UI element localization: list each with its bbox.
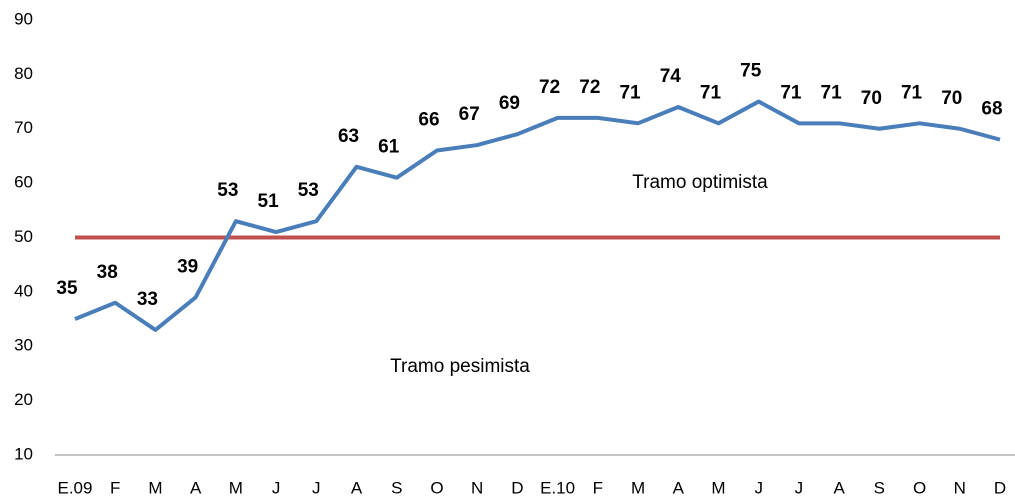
annotation: Tramo pesimista: [390, 356, 530, 377]
x-tick-label: D: [994, 478, 1006, 497]
x-tick-label: J: [312, 478, 321, 497]
data-label: 51: [258, 191, 280, 212]
y-tick-label: 80: [14, 64, 33, 83]
x-tick-label: O: [913, 478, 926, 497]
data-label: 71: [901, 82, 923, 103]
data-label: 39: [177, 256, 198, 277]
data-label: 74: [660, 66, 682, 87]
x-tick-label: J: [754, 478, 763, 497]
x-tick-label: N: [954, 478, 966, 497]
data-label: 70: [941, 88, 962, 109]
data-label: 68: [981, 99, 1002, 120]
data-label: 33: [137, 289, 158, 310]
x-tick-label: F: [110, 478, 120, 497]
x-tick-label: A: [833, 478, 845, 497]
x-tick-label: F: [593, 478, 603, 497]
data-label: 61: [378, 137, 400, 158]
data-label: 71: [619, 82, 641, 103]
data-label: 69: [499, 93, 520, 114]
data-label: 71: [821, 82, 843, 103]
x-tick-label: M: [148, 478, 162, 497]
data-label: 38: [97, 262, 118, 283]
data-label: 72: [539, 77, 560, 98]
y-tick-label: 30: [14, 336, 33, 355]
data-label: 53: [217, 180, 238, 201]
y-tick-label: 70: [14, 118, 33, 137]
data-label: 35: [56, 278, 78, 299]
y-tick-label: 90: [14, 9, 33, 28]
x-tick-label: S: [391, 478, 402, 497]
x-tick-label: N: [471, 478, 483, 497]
data-label: 72: [579, 77, 600, 98]
x-tick-label: J: [795, 478, 804, 497]
y-tick-label: 50: [14, 227, 33, 246]
data-label: 70: [861, 88, 882, 109]
x-tick-label: E.10: [540, 478, 575, 497]
data-label: 71: [780, 82, 802, 103]
x-tick-label: A: [190, 478, 202, 497]
x-tick-label: M: [631, 478, 645, 497]
data-label: 71: [700, 82, 722, 103]
data-label: 67: [459, 104, 480, 125]
data-label: 66: [418, 110, 439, 131]
y-tick-label: 60: [14, 173, 33, 192]
x-tick-label: M: [711, 478, 725, 497]
annotation: Tramo optimista: [632, 172, 768, 193]
x-tick-label: S: [874, 478, 885, 497]
data-label: 63: [338, 126, 359, 147]
y-tick-label: 40: [14, 281, 33, 300]
x-tick-label: D: [511, 478, 523, 497]
x-tick-label: J: [272, 478, 281, 497]
data-label: 75: [740, 61, 762, 82]
x-tick-label: M: [229, 478, 243, 497]
x-tick-label: E.09: [58, 478, 93, 497]
y-tick-label: 20: [14, 390, 33, 409]
y-tick-label: 10: [14, 444, 33, 463]
x-tick-label: A: [351, 478, 363, 497]
x-tick-label: O: [430, 478, 443, 497]
data-line: [74, 99, 1001, 332]
x-tick-label: A: [673, 478, 685, 497]
data-label: 53: [298, 180, 319, 201]
